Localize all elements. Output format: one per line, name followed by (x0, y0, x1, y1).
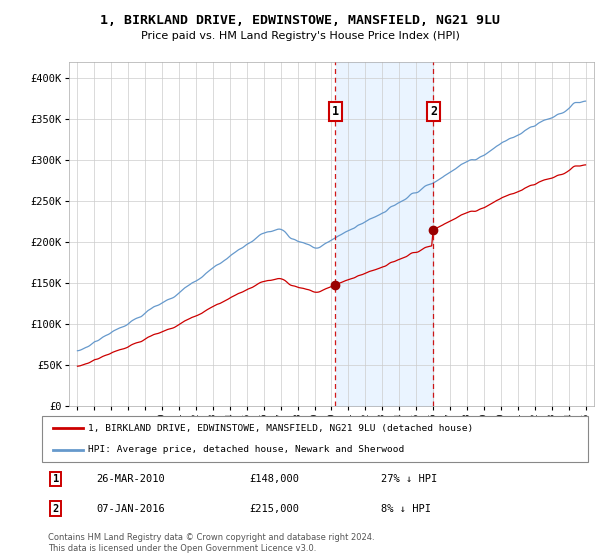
Text: 2: 2 (53, 503, 59, 514)
Text: Price paid vs. HM Land Registry's House Price Index (HPI): Price paid vs. HM Land Registry's House … (140, 31, 460, 41)
Text: 1, BIRKLAND DRIVE, EDWINSTOWE, MANSFIELD, NG21 9LU (detached house): 1, BIRKLAND DRIVE, EDWINSTOWE, MANSFIELD… (88, 424, 473, 433)
Text: 1, BIRKLAND DRIVE, EDWINSTOWE, MANSFIELD, NG21 9LU: 1, BIRKLAND DRIVE, EDWINSTOWE, MANSFIELD… (100, 14, 500, 27)
Text: 2: 2 (430, 105, 437, 118)
Text: 07-JAN-2016: 07-JAN-2016 (97, 503, 166, 514)
Text: 1: 1 (332, 105, 339, 118)
Text: HPI: Average price, detached house, Newark and Sherwood: HPI: Average price, detached house, Newa… (88, 445, 404, 454)
Text: 1: 1 (53, 474, 59, 484)
FancyBboxPatch shape (42, 416, 588, 462)
Text: 27% ↓ HPI: 27% ↓ HPI (380, 474, 437, 484)
Text: £148,000: £148,000 (250, 474, 299, 484)
Text: £215,000: £215,000 (250, 503, 299, 514)
Text: Contains HM Land Registry data © Crown copyright and database right 2024.
This d: Contains HM Land Registry data © Crown c… (48, 533, 374, 553)
Text: 8% ↓ HPI: 8% ↓ HPI (380, 503, 431, 514)
Text: 26-MAR-2010: 26-MAR-2010 (97, 474, 166, 484)
